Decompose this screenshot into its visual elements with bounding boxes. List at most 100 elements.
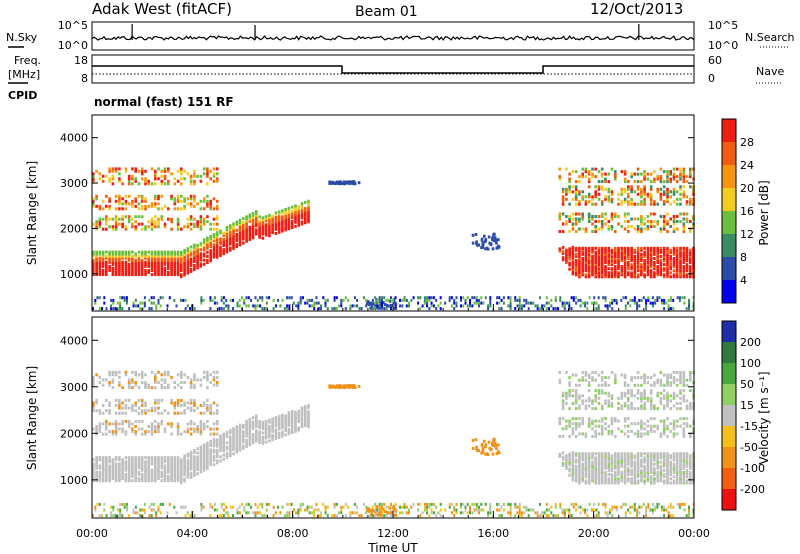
- heatmap-cell: [554, 298, 557, 302]
- heatmap-cell: [689, 477, 692, 481]
- heatmap-cell: [623, 381, 627, 385]
- heatmap-cell: [581, 271, 584, 275]
- heatmap-cell: [675, 462, 679, 466]
- heatmap-cell: [209, 460, 212, 464]
- heatmap-cell: [646, 271, 650, 275]
- heatmap-cell: [669, 248, 672, 252]
- heatmap-cell: [127, 262, 131, 266]
- heatmap-cell: [157, 468, 160, 472]
- heatmap-cell: [124, 250, 128, 254]
- heatmap-cell: [627, 383, 630, 387]
- heatmap-cell: [219, 438, 222, 442]
- heatmap-cell: [494, 444, 497, 448]
- heatmap-cell: [95, 258, 98, 262]
- heatmap-cell: [614, 452, 617, 456]
- heatmap-cell: [430, 301, 433, 305]
- heatmap-cell: [137, 373, 141, 377]
- heatmap-cell: [242, 241, 245, 245]
- heatmap-cell: [669, 180, 672, 184]
- heatmap-cell: [297, 209, 300, 213]
- heatmap-cell: [597, 275, 601, 279]
- heatmap-cell: [131, 174, 134, 178]
- heatmap-cell: [597, 273, 601, 277]
- heatmap-cell: [571, 170, 575, 174]
- heatmap-cell: [620, 452, 624, 456]
- heatmap-cell: [105, 422, 108, 426]
- heatmap-cell: [144, 269, 147, 272]
- heatmap-cell: [509, 307, 512, 311]
- heatmap-cell: [202, 254, 206, 258]
- heatmap-cell: [685, 460, 689, 464]
- heatmap-cell: [383, 510, 387, 513]
- heatmap-cell: [304, 213, 307, 217]
- heatmap-cell: [144, 411, 147, 415]
- heatmap-cell: [193, 459, 196, 463]
- heatmap-cell: [679, 202, 682, 206]
- heatmap-cell: [672, 466, 676, 470]
- heatmap-cell: [134, 298, 137, 302]
- heatmap-cell: [623, 454, 627, 458]
- heatmap-cell: [675, 271, 679, 275]
- heatmap-cell: [176, 460, 180, 464]
- heatmap-cell: [134, 458, 137, 462]
- heatmap-cell: [202, 248, 206, 252]
- heatmap-cell: [229, 228, 232, 232]
- heatmap-cell: [672, 269, 676, 273]
- heatmap-cell: [645, 304, 648, 308]
- heatmap-cell: [268, 418, 271, 422]
- heatmap-cell: [137, 194, 141, 198]
- heatmap-cell: [587, 250, 591, 254]
- heatmap-cell: [469, 304, 471, 308]
- heatmap-cell: [633, 479, 637, 483]
- heatmap-cell: [180, 373, 183, 377]
- heatmap-cell: [144, 468, 147, 472]
- heatmap-cell: [154, 477, 157, 481]
- heatmap-cell: [297, 219, 300, 223]
- heatmap-cell: [274, 418, 278, 422]
- heatmap-cell: [627, 220, 630, 223]
- heatmap-cell: [176, 252, 180, 256]
- heatmap-cell: [261, 427, 265, 431]
- heatmap-cell: [597, 456, 601, 460]
- heatmap-cell: [193, 217, 196, 221]
- heatmap-cell: [574, 217, 578, 221]
- heatmap-cell: [597, 185, 601, 189]
- heatmap-cell: [232, 236, 235, 240]
- heatmap-cell: [627, 263, 630, 267]
- heatmap-cell: [617, 473, 620, 477]
- heatmap-cell: [148, 514, 151, 518]
- heatmap-cell: [614, 456, 617, 460]
- heatmap-cell: [426, 298, 429, 302]
- heatmap-cell: [492, 232, 496, 236]
- heatmap-cell: [215, 243, 219, 247]
- heatmap-cell: [170, 472, 173, 476]
- heatmap-cell: [600, 180, 604, 184]
- heatmap-cell: [662, 422, 666, 426]
- heatmap-cell: [180, 250, 183, 254]
- heatmap-cell: [131, 199, 134, 203]
- heatmap-cell: [649, 479, 653, 483]
- heatmap-cell: [672, 265, 676, 269]
- heatmap-cell: [659, 269, 663, 273]
- heatmap-cell: [587, 170, 591, 174]
- heatmap-cell: [584, 275, 588, 279]
- heatmap-cell: [597, 468, 601, 472]
- heatmap-cell: [371, 298, 374, 302]
- heatmap-cell: [682, 180, 686, 184]
- heatmap-cell: [105, 273, 108, 277]
- heatmap-cell: [571, 422, 575, 426]
- heatmap-cell: [640, 391, 643, 395]
- heatmap-cell: [645, 298, 648, 302]
- heatmap-cell: [137, 269, 141, 272]
- heatmap-cell: [636, 429, 640, 433]
- heatmap-cell: [137, 254, 141, 258]
- heatmap-cell: [261, 230, 265, 234]
- heatmap-cell: [653, 177, 656, 181]
- heatmap-cell: [353, 296, 356, 300]
- heatmap-cell: [140, 375, 144, 379]
- freq-left-tick-top: 18: [74, 54, 88, 67]
- heatmap-cell: [229, 298, 232, 302]
- heatmap-cell: [574, 458, 578, 462]
- heatmap-cell: [682, 271, 686, 275]
- heatmap-cell: [666, 477, 669, 481]
